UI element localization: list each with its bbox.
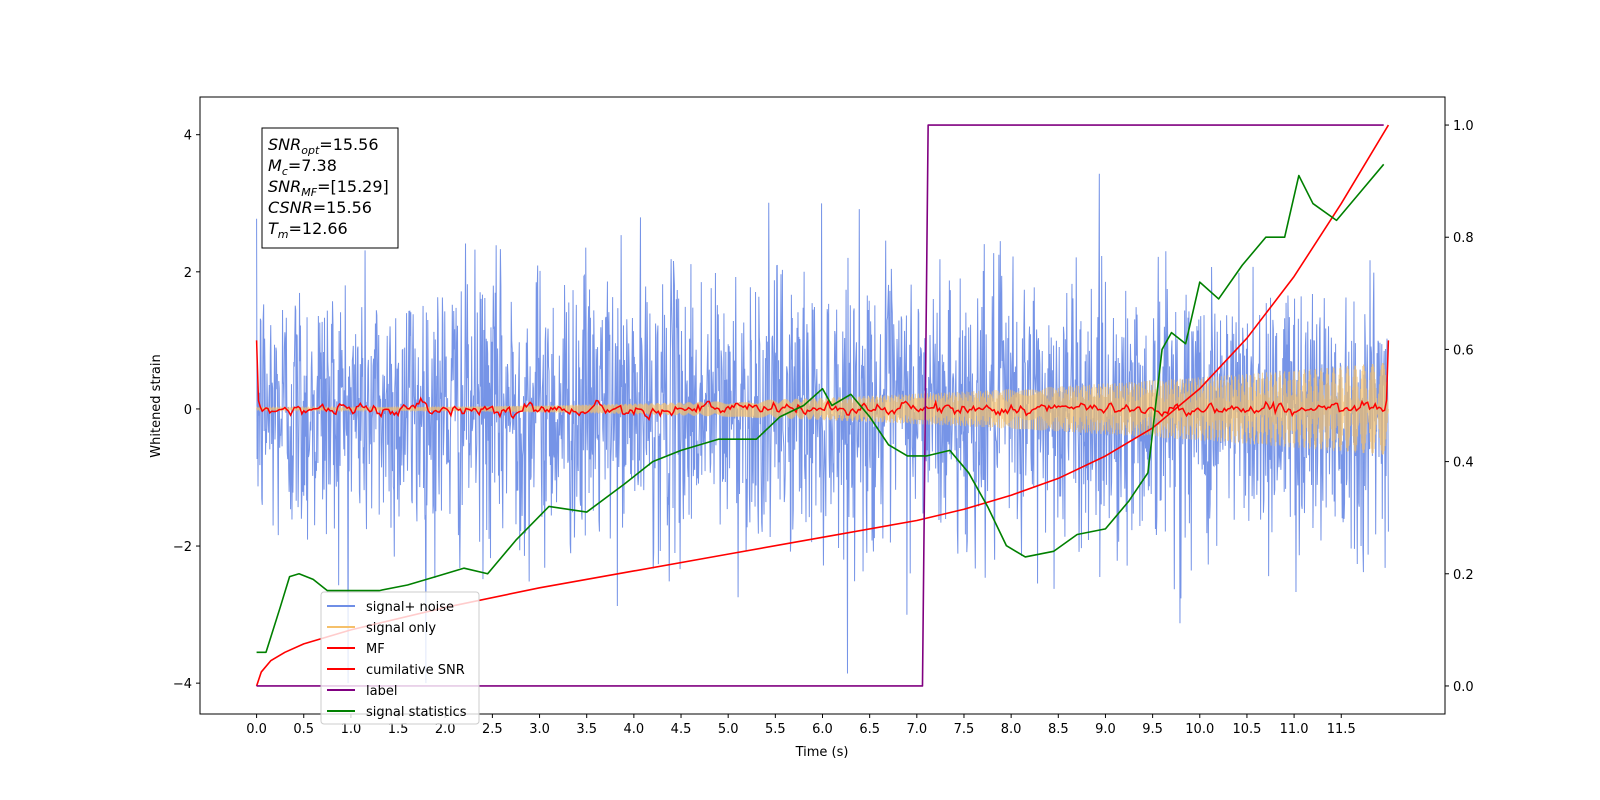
x-tick-label: 6.0 [812, 722, 833, 737]
x-tick-label: 2.5 [482, 722, 503, 737]
y2-tick-label: 0.2 [1453, 568, 1474, 583]
series-label-line [256, 124, 1384, 687]
y-axis-left: −4 −2 0 2 4 [173, 129, 200, 692]
x-tick-label: 5.5 [765, 722, 786, 737]
x-tick-label: 3.5 [576, 722, 597, 737]
series-signal-statistics-line [256, 163, 1385, 654]
info-line: CSNR=15.56 [268, 198, 372, 217]
info-line: Mc=7.38 [268, 156, 337, 178]
series-mf-line [255, 340, 1390, 422]
x-tick-label: 8.0 [1001, 722, 1022, 737]
x-tick-label: 6.5 [859, 722, 880, 737]
series-signal-noise-line [256, 173, 1389, 684]
y2-tick-label: 1.0 [1453, 119, 1474, 134]
legend-frame [320, 591, 480, 725]
y2-tick-label: 0.8 [1453, 231, 1474, 246]
y-tick-label: 0 [184, 403, 192, 418]
x-tick-label: 1.0 [341, 722, 362, 737]
x-tick-label: 11.0 [1280, 722, 1309, 737]
x-tick-label: 9.5 [1142, 722, 1163, 737]
legend-entry-label: label [366, 684, 397, 699]
series-cumulative-snr-line [255, 124, 1390, 687]
x-tick-label: 7.5 [954, 722, 975, 737]
x-tick-label: 7.0 [906, 722, 927, 737]
legend: signal+ noise signal only MF cumilative SNR… [320, 591, 480, 725]
y2-tick-label: 0.6 [1453, 343, 1474, 358]
y2-tick-label: 0.0 [1453, 680, 1474, 695]
x-tick-label: 3.0 [529, 722, 550, 737]
legend-entry-label: MF [366, 642, 385, 657]
y-tick-label: 4 [184, 129, 192, 144]
info-line: SNRopt=15.56 [268, 135, 379, 157]
x-axis: 0.0 0.5 1.0 1.5 2.0 2.5 3.0 3.5 4.0 4.5 5.0 5.5 6.0 6… [246, 714, 1356, 737]
series-layer [255, 124, 1390, 687]
legend-entry-label: signal only [366, 621, 436, 636]
x-tick-label: 0.5 [293, 722, 314, 737]
y2-tick-label: 0.4 [1453, 456, 1474, 471]
info-box: SNRopt=15.56Mc=7.38SNRMF=[15.29]CSNR=15.… [261, 127, 399, 249]
y-axis-label: Whitened strain [149, 354, 164, 457]
x-tick-label: 10.0 [1185, 722, 1214, 737]
info-box-frame [261, 127, 399, 249]
y-axis-right: 0.0 0.2 0.4 0.6 0.8 1.0 [1445, 119, 1474, 695]
legend-entry-label: signal+ noise [366, 600, 454, 615]
x-tick-label: 5.0 [718, 722, 739, 737]
info-line: SNRMF=[15.29] [268, 177, 389, 199]
x-tick-label: 9.0 [1095, 722, 1116, 737]
x-tick-label: 8.5 [1048, 722, 1069, 737]
info-line: Tm=12.66 [268, 219, 348, 241]
x-tick-label: 4.0 [624, 722, 645, 737]
y-tick-label: 2 [184, 266, 192, 281]
x-tick-label: 0.0 [246, 722, 267, 737]
legend-entry-label: signal statistics [366, 705, 467, 720]
x-axis-label: Time (s) [795, 745, 849, 760]
x-tick-label: 11.5 [1327, 722, 1356, 737]
y-tick-label: −4 [173, 677, 192, 692]
legend-entry-label: cumilative SNR [366, 663, 465, 678]
x-tick-label: 4.5 [671, 722, 692, 737]
x-tick-label: 10.5 [1232, 722, 1261, 737]
x-tick-label: 2.0 [435, 722, 456, 737]
x-tick-label: 1.5 [388, 722, 409, 737]
y-tick-label: −2 [173, 540, 192, 555]
